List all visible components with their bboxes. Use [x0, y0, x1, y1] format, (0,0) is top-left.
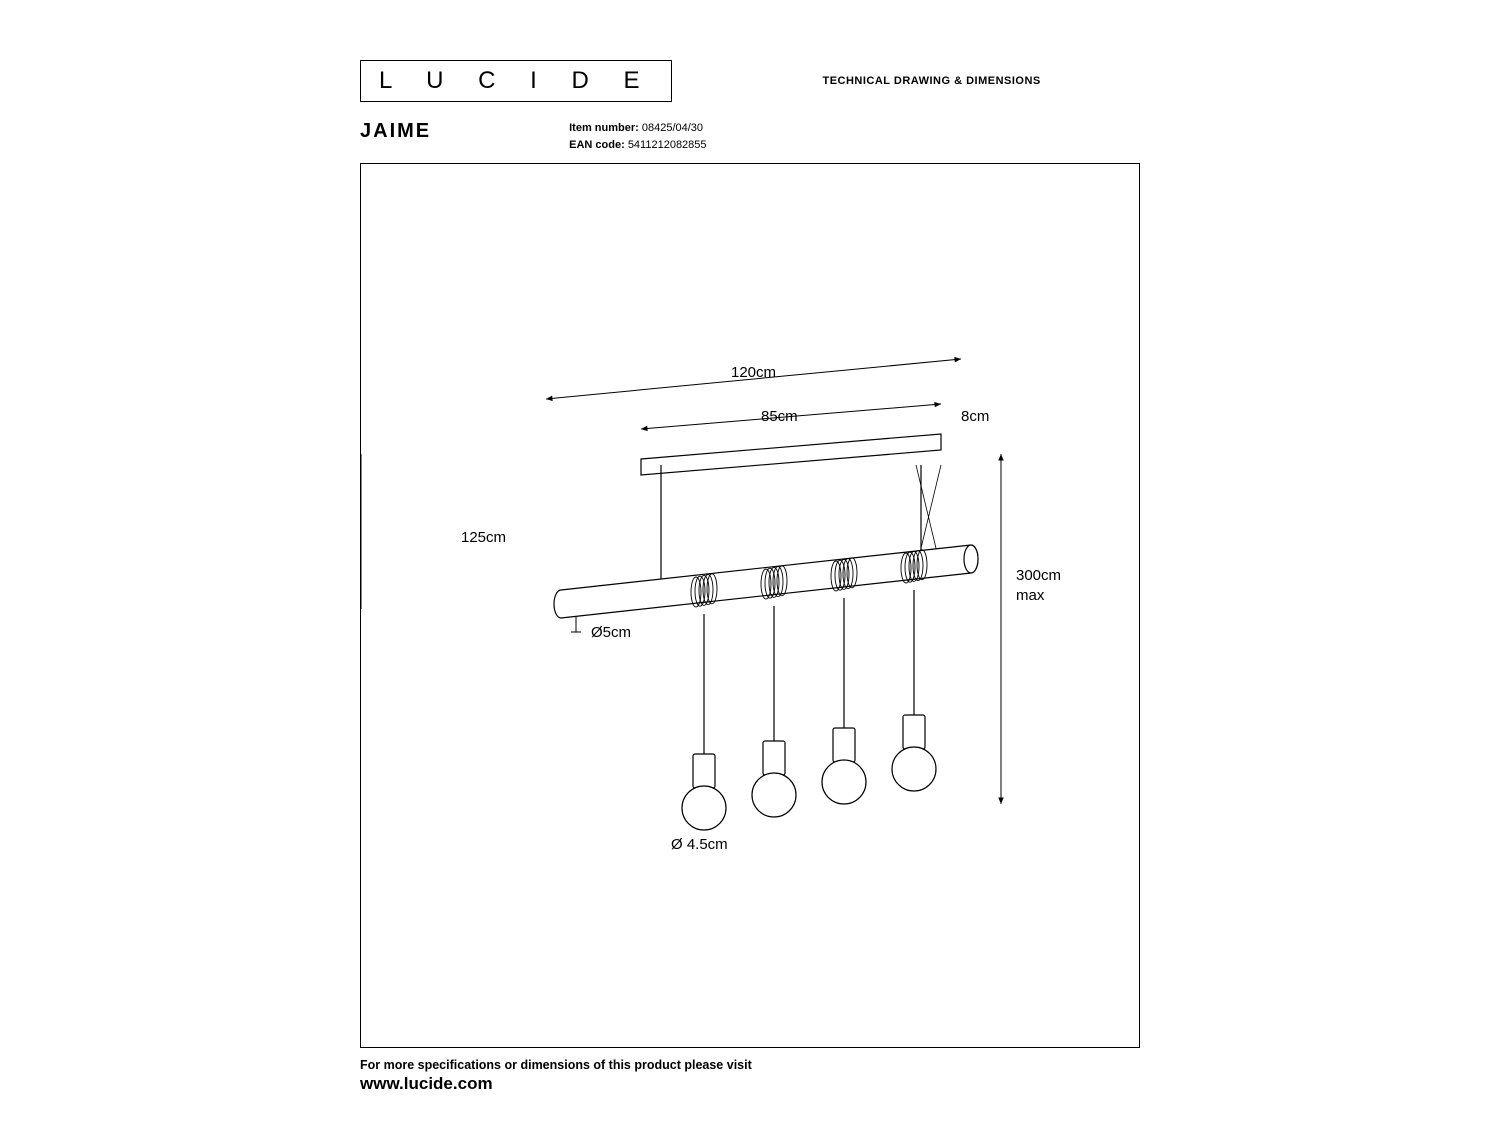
dim-tube-dia: Ø5cm: [591, 624, 631, 641]
dim-width-canopy: 85cm: [761, 408, 798, 425]
technical-drawing: [361, 164, 1141, 1049]
website-url: www.lucide.com: [360, 1074, 1140, 1094]
product-meta: Item number: 08425/04/30 EAN code: 54112…: [569, 120, 706, 153]
dim-canopy-h: 8cm: [961, 408, 989, 425]
dim-width-full: 120cm: [731, 364, 776, 381]
item-number: 08425/04/30: [642, 122, 703, 134]
product-name: JAIME: [360, 120, 431, 153]
ean-code: 5411212082855: [628, 139, 707, 151]
doc-title: TECHNICAL DRAWING & DIMENSIONS: [822, 75, 1040, 87]
dim-socket-dia: Ø 4.5cm: [671, 836, 728, 853]
dim-drop: 125cm: [461, 529, 506, 546]
header-row: L U C I D E TECHNICAL DRAWING & DIMENSIO…: [360, 60, 1140, 102]
subheader-row: JAIME Item number: 08425/04/30 EAN code:…: [360, 120, 1140, 153]
brand-logo: L U C I D E: [360, 60, 672, 102]
drawing-frame: 120cm 85cm 8cm 125cm Ø5cm Ø 4.5cm 300cm …: [360, 163, 1140, 1048]
item-number-label: Item number:: [569, 122, 639, 134]
ean-label: EAN code:: [569, 139, 625, 151]
footer-text: For more specifications or dimensions of…: [360, 1058, 1140, 1072]
dim-max-h: 300cm max: [1016, 566, 1061, 605]
brand-text: L U C I D E: [379, 67, 653, 94]
